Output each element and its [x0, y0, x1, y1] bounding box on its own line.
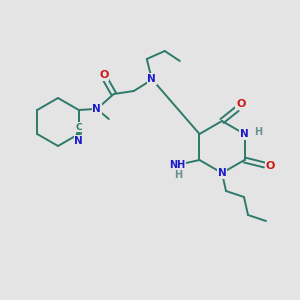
- Text: N: N: [240, 129, 249, 139]
- Text: O: O: [236, 99, 246, 109]
- Text: N: N: [147, 74, 156, 84]
- Text: NH: NH: [169, 160, 186, 170]
- Text: N: N: [92, 104, 101, 114]
- Text: C: C: [76, 122, 82, 131]
- Text: N: N: [74, 136, 83, 146]
- Text: H: H: [174, 170, 182, 180]
- Text: O: O: [99, 70, 109, 80]
- Text: N: N: [218, 168, 226, 178]
- Text: O: O: [266, 161, 275, 171]
- Text: H: H: [254, 127, 262, 137]
